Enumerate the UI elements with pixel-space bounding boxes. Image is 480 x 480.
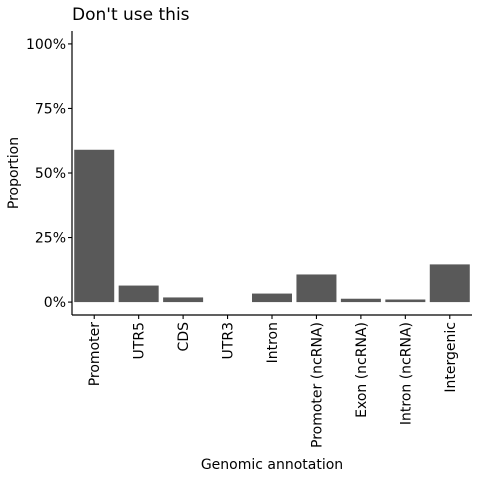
y-tick-label: 0% — [44, 295, 66, 311]
y-tick-label: 25% — [35, 231, 66, 247]
bar-7 — [385, 299, 426, 303]
y-tick-label: 75% — [35, 101, 66, 117]
y-tick-label: 100% — [26, 37, 66, 53]
bar-8 — [429, 264, 470, 303]
y-axis-title: Proportion — [6, 137, 22, 209]
y-tick-label: 50% — [35, 166, 66, 182]
x-tick-label: Promoter — [87, 322, 103, 387]
x-tick-label: Promoter (ncRNA) — [309, 322, 325, 448]
bar-0 — [74, 149, 115, 303]
bars-group — [74, 149, 470, 303]
x-tick-label: UTR3 — [221, 322, 237, 359]
x-axis-title: Genomic annotation — [201, 457, 343, 473]
bar-6 — [340, 298, 381, 303]
bar-2 — [163, 297, 204, 303]
y-axis: 0% 25% 50% 75% 100% — [26, 31, 73, 315]
x-tick-label: Exon (ncRNA) — [354, 322, 370, 418]
x-tick-label: Intergenic — [443, 322, 459, 393]
x-tick-label: CDS — [176, 322, 192, 352]
x-tick-label: Intron (ncRNA) — [398, 322, 414, 425]
x-tick-label: UTR5 — [132, 322, 148, 359]
bar-1 — [118, 285, 159, 303]
bar-4 — [252, 293, 292, 303]
x-axis: Promoter UTR5 CDS UTR3 Intron Promoter (ncRNA… — [72, 314, 472, 448]
bar-5 — [296, 274, 337, 303]
x-tick-label: Intron — [265, 322, 281, 363]
chart-title: Don't use this — [72, 5, 190, 25]
